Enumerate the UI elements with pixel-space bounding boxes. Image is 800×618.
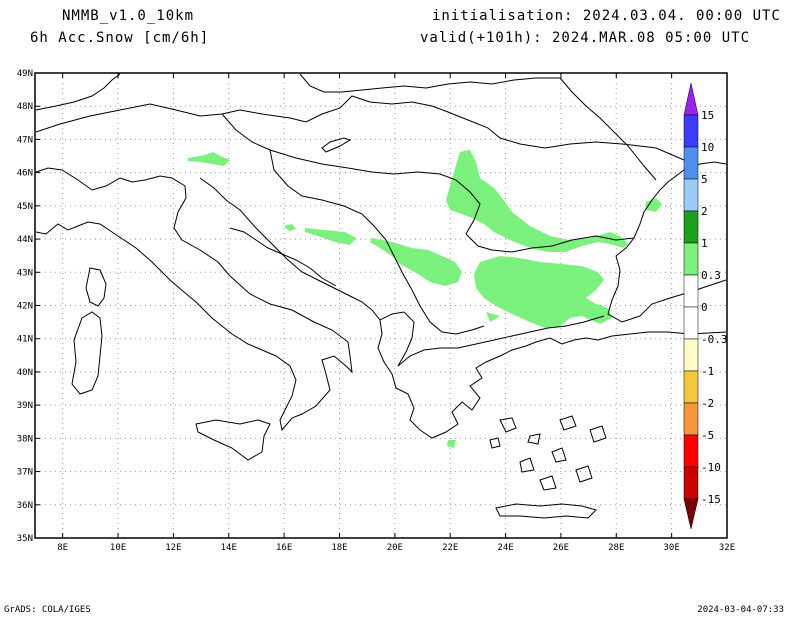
lat-label: 42N [17, 302, 33, 312]
colorbar-segment [683, 146, 699, 180]
footer-credit: GrADS: COLA/IGES [4, 605, 91, 615]
lon-label: 32E [719, 543, 735, 553]
snow-area-coast [646, 198, 662, 212]
border-bosnia [269, 149, 485, 335]
snow-area-macedonia [486, 312, 500, 322]
lon-label: 22E [442, 543, 458, 553]
snow-area-slovenia [188, 152, 230, 166]
colorbar-segment [683, 274, 699, 308]
colorbar-label: -0.3 [701, 333, 728, 346]
snow-area-serbia [370, 238, 462, 286]
border-albania [379, 311, 415, 367]
snow-accumulation-areas [188, 150, 662, 448]
lat-label: 45N [17, 202, 33, 212]
colorbar-label: 0 [701, 301, 708, 314]
lon-label: 14E [221, 543, 237, 553]
black-sea-coast [607, 161, 727, 323]
border-austria-hungary [35, 95, 685, 161]
colorbar-segment [683, 114, 699, 148]
adriatic-italy-coast [35, 167, 353, 432]
snow-area-romania-south [446, 150, 628, 252]
lon-label: 18E [331, 543, 347, 553]
lat-label: 49N [17, 69, 33, 79]
forecast-map: 8E 10E 12E 14E 16E 18E 20E 22E 24E 26E 28E 30E 32E 3… [17, 69, 735, 553]
colorbar-label: 10 [701, 141, 714, 154]
border-north [299, 73, 560, 93]
colorbar-label: 15 [701, 109, 714, 122]
colorbar-label: 2 [701, 205, 708, 218]
lat-label: 48N [17, 102, 33, 112]
colorbar-segment [683, 338, 699, 372]
colorbar-segment [683, 242, 699, 276]
colorbar-label: -10 [701, 461, 721, 474]
lat-label: 44N [17, 235, 33, 245]
border-serbia-bulgaria [465, 233, 635, 253]
snow-area-bosnia [305, 228, 356, 245]
colorbar-top-arrow [683, 82, 699, 116]
snow-area-bulgaria [474, 256, 612, 328]
lon-label: 30E [664, 543, 680, 553]
colorbar-segment [683, 402, 699, 436]
lat-label: 36N [17, 501, 33, 511]
snow-area-dinaric [284, 224, 296, 231]
lat-label: 37N [17, 468, 33, 478]
corsica-coast [85, 267, 107, 307]
balkan-coast [199, 177, 727, 439]
sardinia-coast [71, 311, 103, 395]
colorbar-label: 1 [701, 237, 708, 250]
lat-label: 41N [17, 335, 33, 345]
colorbar-bottom-arrow [683, 498, 699, 530]
lat-label: 46N [17, 169, 33, 179]
colorbar-segment [683, 370, 699, 404]
border-moldova [559, 77, 657, 181]
colorbar-label: -5 [701, 429, 714, 442]
latitude-labels: 35N 36N 37N 38N 39N 40N 41N 42N 43N 44N 45N 46N 47N 4… [17, 69, 33, 544]
lon-label: 28E [608, 543, 624, 553]
axis-ticks [35, 72, 728, 539]
valid-time: valid(+101h): 2024.MAR.08 05:00 UTC [420, 30, 751, 46]
danube-lake [321, 137, 352, 153]
lat-label: 47N [17, 135, 33, 145]
colorbar-label: -15 [701, 493, 721, 506]
sicily-coast [195, 419, 271, 461]
lat-label: 43N [17, 268, 33, 278]
color-legend: 15 10 5 2 1 0.3 0 -0.3 -1 -2 -5 -10 -15 [683, 82, 728, 530]
lat-label: 38N [17, 434, 33, 444]
colorbar-segment [683, 178, 699, 212]
map-gridlines [35, 73, 727, 538]
colorbar-label: -1 [701, 365, 714, 378]
snow-area-crete-north [447, 440, 456, 448]
colorbar-segment [683, 434, 699, 468]
colorbar-segment [683, 306, 699, 340]
lon-label: 8E [57, 543, 68, 553]
colorbar-segment [683, 210, 699, 244]
lon-label: 20E [387, 543, 403, 553]
model-title: NMMB_v1.0_10km [62, 8, 195, 24]
crete-coast [495, 503, 597, 519]
colorbar-segment [683, 466, 699, 500]
initialisation-time: initialisation: 2024.03.04. 00:00 UTC [432, 8, 781, 24]
lon-label: 10E [110, 543, 126, 553]
longitude-labels: 8E 10E 12E 14E 16E 18E 20E 22E 24E 26E 28E 30E 32E [57, 543, 735, 553]
lat-label: 35N [17, 534, 33, 544]
variable-title: 6h Acc.Snow [cm/6h] [30, 30, 210, 46]
lon-label: 16E [276, 543, 292, 553]
coastlines-and-borders [35, 73, 727, 519]
colorbar-label: 0.3 [701, 269, 721, 282]
dalmatian-islands [229, 227, 337, 287]
border-hungary-croatia [221, 113, 481, 235]
border-greece-north [397, 315, 605, 367]
lon-label: 26E [553, 543, 569, 553]
aegean-islands [489, 415, 607, 491]
lon-label: 12E [165, 543, 181, 553]
colorbar-label: -2 [701, 397, 714, 410]
footer-timestamp: 2024-03-04-07:33 [697, 605, 784, 615]
lat-label: 40N [17, 368, 33, 378]
lon-label: 24E [497, 543, 513, 553]
colorbar-label: 5 [701, 173, 708, 186]
border-alps [35, 73, 121, 111]
lat-label: 39N [17, 401, 33, 411]
